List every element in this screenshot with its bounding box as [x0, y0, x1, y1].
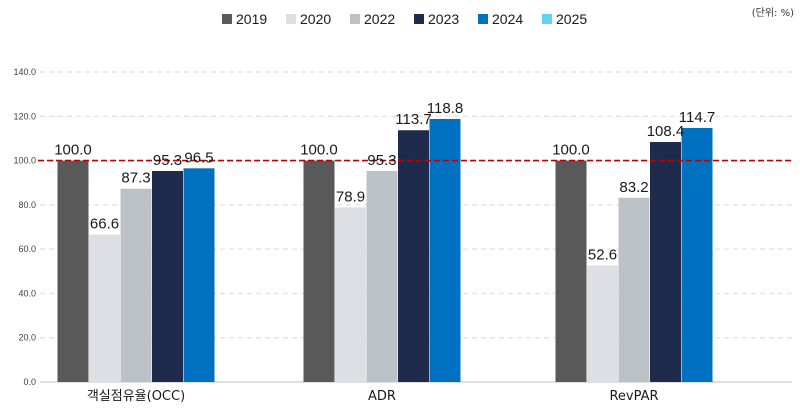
- data-label: 118.8: [427, 100, 463, 117]
- y-tick-label: 120.0: [13, 111, 36, 121]
- data-label: 87.3: [121, 170, 150, 187]
- data-label: 52.6: [588, 247, 617, 264]
- legend-label-2025: 2025: [556, 11, 587, 27]
- bar-2022-1: [366, 170, 398, 382]
- bar-2024-2: [681, 128, 713, 382]
- data-label: 83.2: [619, 179, 648, 196]
- y-tick-label: 140.0: [13, 67, 36, 77]
- bar-2023-0: [152, 170, 183, 382]
- category-label: 객실점유율(OCC): [87, 389, 185, 404]
- data-label: 78.9: [336, 188, 365, 205]
- data-label: 100.0: [552, 142, 590, 159]
- legend-label-2019: 2019: [236, 11, 267, 27]
- bar-2022-0: [120, 188, 152, 382]
- category-label: ADR: [368, 389, 396, 404]
- y-tick-label: 80.0: [18, 200, 36, 210]
- bar-2019-0: [57, 160, 89, 382]
- data-label: 95.3: [367, 152, 396, 169]
- legend-swatch-2022: [350, 14, 360, 24]
- bar-2020-2: [587, 265, 618, 382]
- legend-label-2020: 2020: [300, 11, 331, 27]
- bar-2019-1: [303, 160, 335, 382]
- data-label: 114.7: [679, 109, 715, 126]
- bar-2019-2: [555, 160, 587, 382]
- legend-label-2023: 2023: [428, 11, 459, 27]
- y-tick-label: 100.0: [13, 156, 36, 166]
- bar-2024-1: [429, 118, 461, 382]
- data-label: 108.4: [647, 123, 685, 140]
- legend-label-2024: 2024: [492, 11, 523, 27]
- legend-swatch-2024: [478, 14, 488, 24]
- data-label: 95.3: [153, 152, 182, 169]
- legend-swatch-2023: [414, 14, 424, 24]
- data-label: 66.6: [90, 216, 119, 233]
- y-tick-label: 20.0: [18, 333, 36, 343]
- y-tick-label: 0.0: [23, 377, 36, 387]
- bar-2023-1: [398, 130, 429, 382]
- bar-2023-2: [650, 141, 681, 382]
- y-tick-label: 60.0: [18, 244, 36, 254]
- data-label: 100.0: [54, 142, 92, 159]
- legend-swatch-2020: [286, 14, 296, 24]
- unit-label: (단위: %): [751, 8, 794, 19]
- legend-swatch-2025: [542, 14, 552, 24]
- data-label: 96.5: [184, 149, 213, 166]
- bar-2024-0: [183, 168, 215, 382]
- legend-swatch-2019: [222, 14, 232, 24]
- data-label: 113.7: [395, 111, 431, 128]
- y-tick-label: 40.0: [18, 288, 36, 298]
- category-label: RevPAR: [609, 389, 658, 404]
- bar-2020-1: [335, 207, 366, 382]
- bar-2020-0: [89, 234, 120, 382]
- legend-label-2022: 2022: [364, 11, 395, 27]
- bar-2022-2: [618, 197, 650, 382]
- data-label: 100.0: [300, 142, 338, 159]
